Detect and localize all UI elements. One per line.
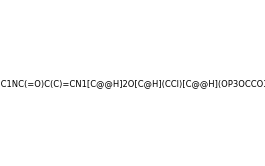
- Text: O=C1NC(=O)C(C)=CN1[C@@H]2O[C@H](CCl)[C@@H](OP3OCCO3)C2: O=C1NC(=O)C(C)=CN1[C@@H]2O[C@H](CCl)[C@@…: [0, 79, 265, 88]
